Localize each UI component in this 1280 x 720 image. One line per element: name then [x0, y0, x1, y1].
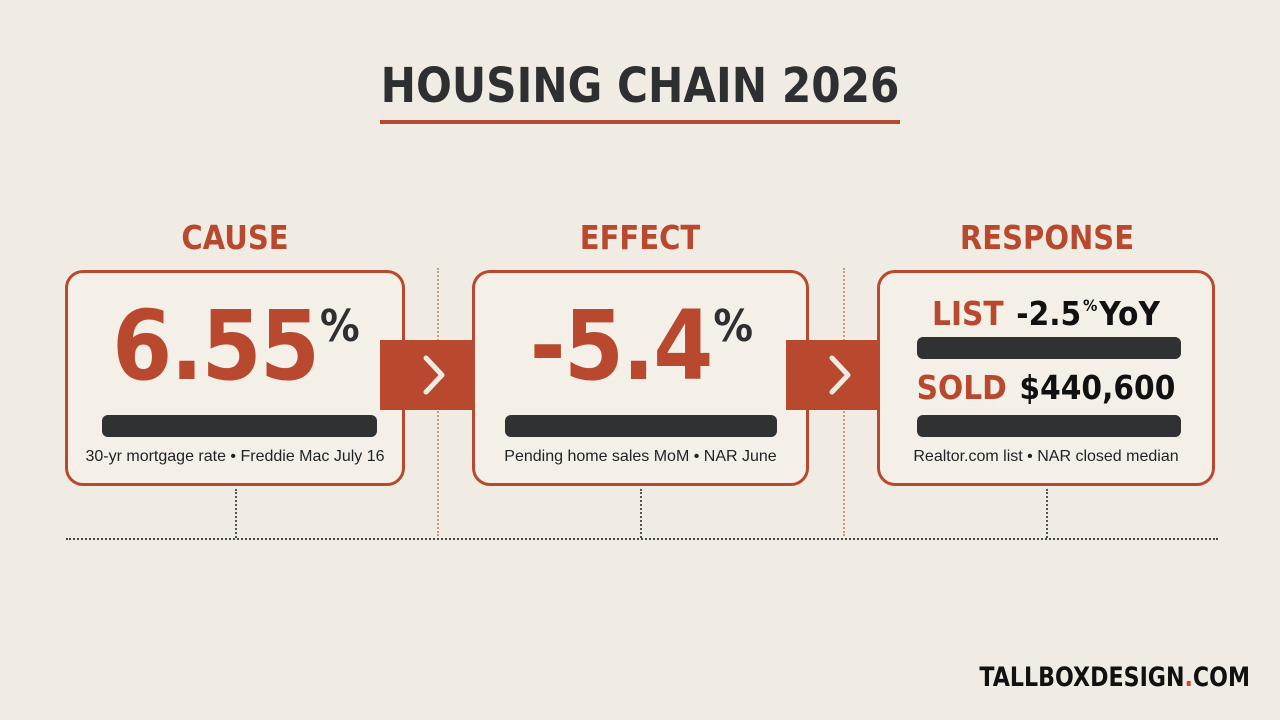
effect-value: -5.4%: [489, 290, 792, 402]
title-underline: [380, 120, 900, 124]
chevron-right-icon: [380, 340, 500, 410]
brand-wordmark: TALLBOXDESIGN.COM: [979, 662, 1250, 693]
response-connector: [1046, 489, 1048, 538]
cause-value-number: 6.55: [112, 290, 320, 402]
effect-caption: Pending home sales MoM • NAR June: [504, 448, 777, 465]
brand-dot: .: [1184, 662, 1193, 693]
effect-value-unit: %: [713, 301, 753, 352]
effect-label: EFFECT: [579, 218, 701, 257]
sold-label: SOLD: [916, 368, 1007, 407]
cause-bar: [102, 415, 377, 437]
effect-bar: [505, 415, 777, 437]
response-label: RESPONSE: [959, 218, 1135, 257]
effect-card: [472, 270, 809, 486]
sold-value: $440,600: [1019, 368, 1176, 407]
cause-card: [65, 270, 405, 486]
cause-label: CAUSE: [181, 218, 289, 257]
timeline-line: [66, 538, 1218, 540]
sold-row: SOLD $440,600: [894, 368, 1198, 407]
list-value-number: -2.5: [1016, 294, 1082, 333]
effect-connector: [640, 489, 642, 538]
page-title: HOUSING CHAIN 2026: [380, 58, 900, 114]
response-card: [877, 270, 1215, 486]
list-value-suffix: YoY: [1099, 294, 1160, 333]
brand-name: TALLBOXDESIGN: [979, 662, 1185, 693]
list-value-unit: %: [1083, 296, 1098, 315]
list-label: LIST: [932, 294, 1004, 333]
response-caption: Realtor.com list • NAR closed median: [913, 448, 1179, 465]
list-value: -2.5 %YoY: [1016, 294, 1160, 333]
cause-caption: 30-yr mortgage rate • Freddie Mac July 1…: [85, 448, 385, 465]
sold-bar: [917, 415, 1181, 437]
effect-value-number: -5.4: [529, 290, 714, 402]
list-bar: [917, 337, 1181, 359]
brand-tld: COM: [1192, 662, 1250, 693]
chevron-right-icon: [786, 340, 906, 410]
cause-value: 6.55%: [82, 290, 388, 402]
cause-value-unit: %: [319, 301, 360, 352]
list-row: LIST -2.5 %YoY: [894, 294, 1198, 333]
cause-connector: [235, 489, 237, 538]
